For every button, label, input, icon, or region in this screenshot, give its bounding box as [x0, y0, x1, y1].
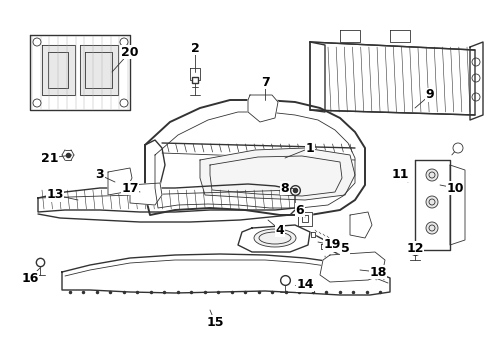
- Circle shape: [120, 99, 128, 107]
- Circle shape: [425, 222, 437, 234]
- Polygon shape: [145, 140, 164, 200]
- Polygon shape: [38, 184, 294, 212]
- Text: 13: 13: [46, 189, 63, 202]
- Text: 14: 14: [296, 279, 313, 292]
- Text: 3: 3: [96, 168, 104, 181]
- Polygon shape: [469, 42, 482, 120]
- Polygon shape: [339, 30, 359, 42]
- Text: 4: 4: [275, 224, 284, 237]
- Text: 10: 10: [446, 181, 463, 194]
- Polygon shape: [190, 68, 200, 80]
- Text: 6: 6: [295, 203, 304, 216]
- Circle shape: [425, 169, 437, 181]
- Polygon shape: [42, 45, 75, 95]
- Polygon shape: [310, 232, 314, 237]
- Text: 16: 16: [21, 271, 39, 284]
- Text: 2: 2: [190, 41, 199, 54]
- Polygon shape: [449, 165, 464, 245]
- Polygon shape: [62, 254, 389, 295]
- Text: 19: 19: [323, 238, 340, 252]
- Polygon shape: [130, 183, 162, 205]
- Text: 18: 18: [368, 266, 386, 279]
- Text: 5: 5: [340, 242, 348, 255]
- Polygon shape: [108, 168, 132, 195]
- Polygon shape: [319, 252, 384, 282]
- Polygon shape: [238, 225, 309, 252]
- Text: 11: 11: [390, 168, 408, 181]
- Text: 15: 15: [206, 315, 224, 328]
- Text: 7: 7: [260, 76, 269, 89]
- Circle shape: [120, 38, 128, 46]
- Polygon shape: [320, 244, 325, 249]
- Text: 1: 1: [305, 141, 314, 154]
- Polygon shape: [145, 100, 364, 215]
- Polygon shape: [349, 212, 371, 238]
- Polygon shape: [297, 212, 311, 226]
- Circle shape: [33, 99, 41, 107]
- Circle shape: [425, 196, 437, 208]
- Polygon shape: [247, 95, 278, 122]
- Text: 12: 12: [406, 242, 423, 255]
- Text: 9: 9: [425, 89, 433, 102]
- Polygon shape: [80, 45, 118, 95]
- Polygon shape: [30, 35, 130, 110]
- Text: 8: 8: [280, 181, 289, 194]
- Text: 20: 20: [121, 45, 139, 58]
- Polygon shape: [200, 148, 354, 200]
- Text: 17: 17: [121, 181, 139, 194]
- Polygon shape: [414, 160, 449, 250]
- Ellipse shape: [253, 229, 295, 247]
- Polygon shape: [389, 30, 409, 42]
- Polygon shape: [309, 42, 325, 112]
- Text: 21: 21: [41, 152, 59, 165]
- Circle shape: [452, 143, 462, 153]
- Polygon shape: [309, 42, 474, 115]
- Circle shape: [33, 38, 41, 46]
